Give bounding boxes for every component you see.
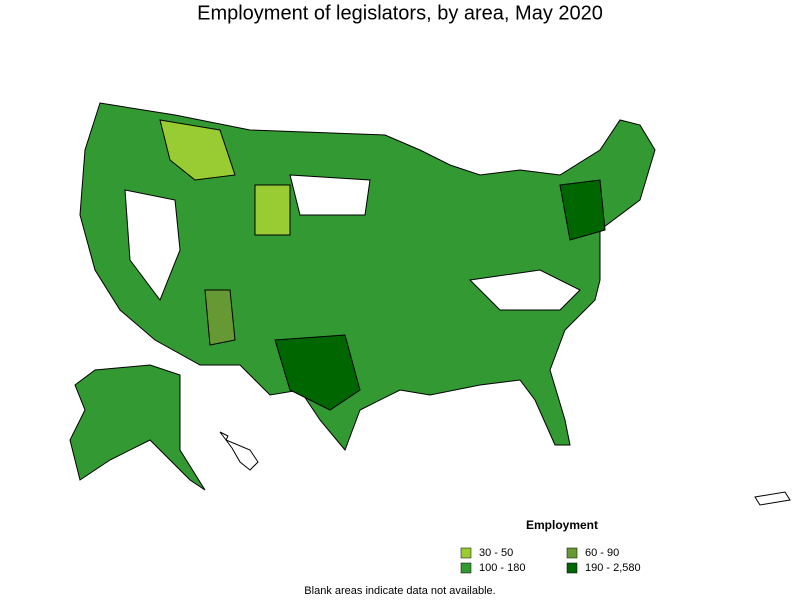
legend-swatch — [460, 562, 472, 574]
legend-label: 100 - 180 — [479, 562, 525, 574]
hawaii — [219, 431, 259, 471]
legend-title: Employment — [526, 518, 598, 532]
light-patch-wyoming — [254, 184, 291, 236]
blank-west — [124, 189, 181, 302]
legend-swatch — [566, 562, 578, 574]
legend-label: 60 - 90 — [585, 547, 619, 559]
dark-patch-texas — [274, 334, 361, 411]
mid-patch-southwest — [204, 289, 236, 346]
blank-plains — [289, 174, 371, 216]
contiguous-us — [79, 102, 656, 451]
alaska — [69, 364, 206, 491]
blank-southeast — [468, 269, 581, 311]
dark-patch-east — [559, 179, 606, 241]
puerto-rico — [754, 491, 791, 506]
legend-label: 190 - 2,580 — [585, 562, 641, 574]
map-shapes — [69, 102, 791, 506]
footnote: Blank areas indicate data not available. — [304, 585, 495, 597]
legend-swatch — [460, 547, 472, 559]
map-title: Employment of legislators, by area, May … — [197, 2, 603, 24]
light-patch-northwest — [159, 119, 236, 181]
legend-swatch — [566, 547, 578, 559]
legend-label: 30 - 50 — [479, 547, 513, 559]
legend: 30 - 50 60 - 90 100 - 180 190 - 2,580 — [460, 547, 641, 574]
